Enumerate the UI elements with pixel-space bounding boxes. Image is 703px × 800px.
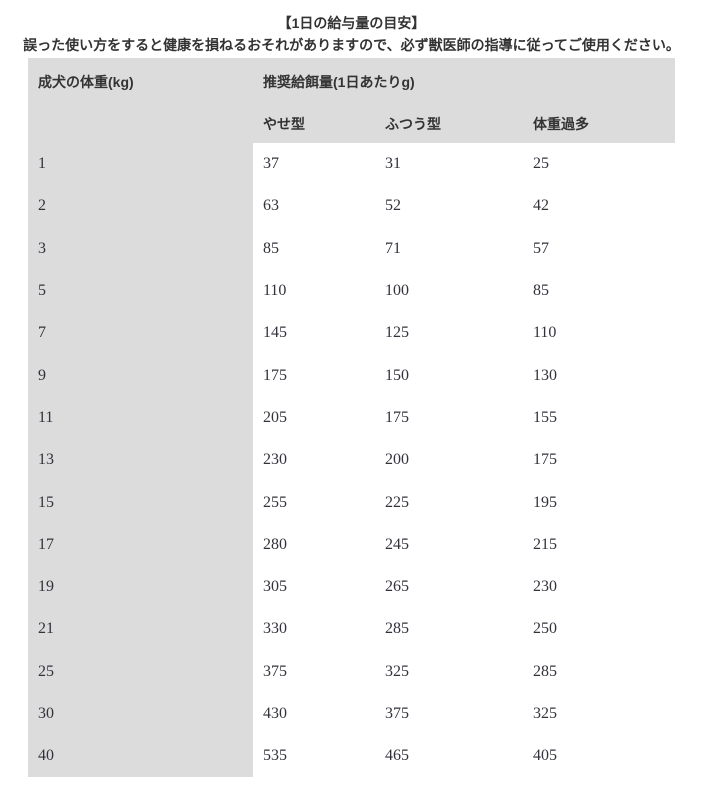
table-row: 21 330 285 250: [28, 608, 675, 651]
thin-value-cell: 85: [253, 227, 375, 270]
normal-value-cell: 71: [375, 227, 523, 270]
weight-cell: 19: [28, 565, 253, 609]
normal-value-cell: 225: [375, 481, 523, 524]
weight-cell: 13: [28, 439, 253, 482]
overweight-value-cell: 155: [523, 396, 675, 440]
normal-value-cell: 265: [375, 565, 523, 609]
overweight-value-cell: 250: [523, 608, 675, 651]
table-row: 13 230 200 175: [28, 439, 675, 482]
overweight-value-cell: 25: [523, 143, 675, 186]
table-row: 40 535 465 405: [28, 735, 675, 778]
col-header-normal: ふつう型: [375, 105, 523, 143]
thin-value-cell: 205: [253, 396, 375, 440]
feeding-guide-table: 成犬の体重(kg) 推奨給餌量(1日あたりg) やせ型 ふつう型 体重過多 1 …: [28, 58, 675, 778]
table-row: 19 305 265 230: [28, 565, 675, 609]
normal-value-cell: 285: [375, 608, 523, 651]
weight-cell: 9: [28, 354, 253, 397]
thin-value-cell: 175: [253, 354, 375, 397]
overweight-value-cell: 175: [523, 439, 675, 482]
thin-value-cell: 63: [253, 185, 375, 228]
normal-value-cell: 125: [375, 312, 523, 355]
table-row: 25 375 325 285: [28, 650, 675, 693]
thin-value-cell: 145: [253, 312, 375, 355]
table-row: 11 205 175 155: [28, 396, 675, 440]
overweight-value-cell: 285: [523, 650, 675, 693]
weight-cell: 5: [28, 269, 253, 313]
weight-cell: 1: [28, 143, 253, 186]
weight-cell: 17: [28, 523, 253, 566]
thin-value-cell: 255: [253, 481, 375, 524]
overweight-value-cell: 110: [523, 312, 675, 355]
overweight-value-cell: 42: [523, 185, 675, 228]
overweight-value-cell: 325: [523, 692, 675, 736]
table-row: 1 37 31 25: [28, 143, 675, 186]
thin-value-cell: 230: [253, 439, 375, 482]
thin-value-cell: 375: [253, 650, 375, 693]
feeding-guide-page: 【1日の給与量の目安】 誤った使い方をすると健康を損ねるおそれがありますので、必…: [23, 15, 680, 778]
caution-note: 誤った使い方をすると健康を損ねるおそれがありますので、必ず獣医師の指導に従ってご…: [23, 37, 680, 53]
thin-value-cell: 535: [253, 735, 375, 778]
weight-cell: 7: [28, 312, 253, 355]
weight-cell: 15: [28, 481, 253, 524]
thin-value-cell: 110: [253, 269, 375, 313]
normal-value-cell: 245: [375, 523, 523, 566]
normal-value-cell: 465: [375, 735, 523, 778]
normal-value-cell: 31: [375, 143, 523, 186]
col-header-thin: やせ型: [253, 105, 375, 143]
weight-cell: 21: [28, 608, 253, 651]
normal-value-cell: 150: [375, 354, 523, 397]
weight-cell: 11: [28, 396, 253, 440]
overweight-value-cell: 195: [523, 481, 675, 524]
overweight-value-cell: 405: [523, 735, 675, 778]
table-row: 9 175 150 130: [28, 354, 675, 397]
weight-cell: 3: [28, 227, 253, 270]
page-title: 【1日の給与量の目安】: [277, 15, 426, 31]
table-row: 5 110 100 85: [28, 269, 675, 313]
col-header-overweight: 体重過多: [523, 105, 675, 143]
normal-value-cell: 52: [375, 185, 523, 228]
normal-value-cell: 175: [375, 396, 523, 440]
weight-cell: 30: [28, 692, 253, 736]
normal-value-cell: 375: [375, 692, 523, 736]
normal-value-cell: 325: [375, 650, 523, 693]
header-row-sub: やせ型 ふつう型 体重過多: [28, 105, 675, 143]
header-row-main: 成犬の体重(kg) 推奨給餌量(1日あたりg): [28, 58, 675, 105]
thin-value-cell: 305: [253, 565, 375, 609]
thin-value-cell: 280: [253, 523, 375, 566]
table-row: 3 85 71 57: [28, 227, 675, 270]
overweight-value-cell: 85: [523, 269, 675, 313]
weight-cell: 25: [28, 650, 253, 693]
weight-cell: 2: [28, 185, 253, 228]
overweight-value-cell: 215: [523, 523, 675, 566]
overweight-value-cell: 57: [523, 227, 675, 270]
normal-value-cell: 100: [375, 269, 523, 313]
col-header-weight: 成犬の体重(kg): [28, 58, 253, 105]
table-row: 7 145 125 110: [28, 312, 675, 355]
thin-value-cell: 330: [253, 608, 375, 651]
table-row: 17 280 245 215: [28, 523, 675, 566]
thin-value-cell: 37: [253, 143, 375, 186]
col-header-recommended-amount: 推奨給餌量(1日あたりg): [253, 58, 675, 105]
normal-value-cell: 200: [375, 439, 523, 482]
table-row: 15 255 225 195: [28, 481, 675, 524]
col-header-empty: [28, 105, 253, 143]
overweight-value-cell: 130: [523, 354, 675, 397]
thin-value-cell: 430: [253, 692, 375, 736]
overweight-value-cell: 230: [523, 565, 675, 609]
table-row: 30 430 375 325: [28, 692, 675, 736]
weight-cell: 40: [28, 735, 253, 778]
table-row: 2 63 52 42: [28, 185, 675, 228]
